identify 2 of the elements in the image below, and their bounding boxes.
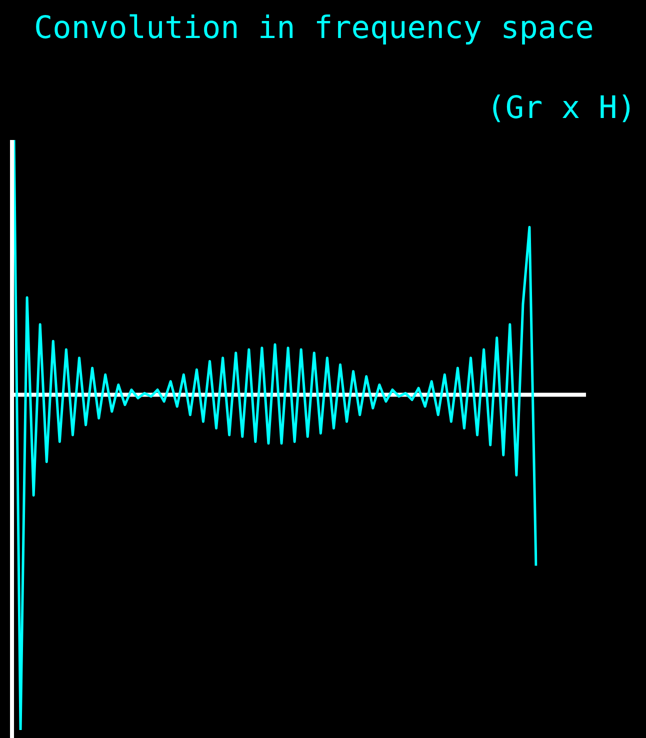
chart-subtitle: (Gr x H) bbox=[486, 90, 636, 126]
chart-title: Convolution in frequency space bbox=[34, 10, 594, 46]
